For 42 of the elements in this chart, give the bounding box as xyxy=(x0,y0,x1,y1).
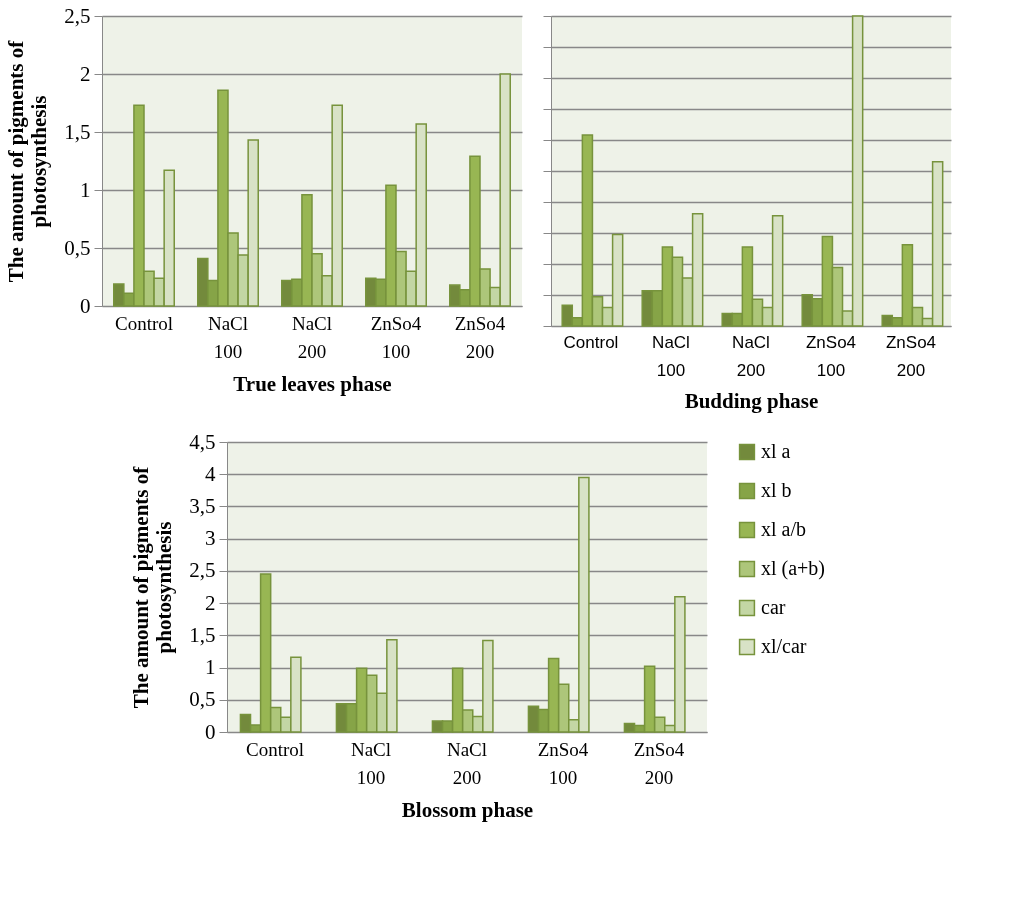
x-tick-label: NaCl 200 xyxy=(291,312,333,362)
x-tick-label: NaCl 200 xyxy=(446,738,488,788)
y-tick-label: 0,5 xyxy=(189,687,216,712)
x-tick-label: ZnSo4 100 xyxy=(805,332,857,380)
y-tick-label: 2,5 xyxy=(64,3,91,28)
legend-label: xl/car xyxy=(761,635,807,657)
y-tick-label: 1 xyxy=(205,655,216,680)
y-tick-label: 0,5 xyxy=(64,235,91,260)
x-tick-label: Control xyxy=(114,312,174,334)
legend-label: xl a xyxy=(761,440,791,462)
y-tick-label: 0 xyxy=(80,293,91,318)
y-tick-label: 1 xyxy=(80,177,91,202)
legend-label: car xyxy=(761,596,786,618)
x-tick-label: Control xyxy=(245,738,305,760)
x-tick-label: Control xyxy=(563,332,619,352)
y-tick-label: 2 xyxy=(205,590,216,615)
x-tick-label: NaCl 100 xyxy=(350,738,392,788)
y-axis-title: The amount of pigments of photosynthesis xyxy=(4,39,52,283)
x-axis-title: True leaves phase xyxy=(233,371,392,396)
legend-label: xl a/b xyxy=(761,518,806,540)
x-tick-label: ZnSo4 200 xyxy=(454,312,506,362)
x-tick-label: NaCl 100 xyxy=(207,312,249,362)
x-axis-title: Budding phase xyxy=(684,388,819,413)
x-tick-label: NaCl 200 xyxy=(732,332,770,380)
y-tick-label: 3 xyxy=(205,526,216,551)
x-tick-label: ZnSo4 200 xyxy=(633,738,685,788)
x-tick-label: ZnSo4 100 xyxy=(537,738,589,788)
y-tick-label: 4 xyxy=(205,461,216,486)
y-axis-title: The amount of pigments of photosynthesis xyxy=(129,465,177,709)
y-tick-label: 1,5 xyxy=(64,119,91,144)
y-tick-label: 4,5 xyxy=(189,429,216,454)
y-tick-label: 2,5 xyxy=(189,558,216,583)
legend-label: xl (a+b) xyxy=(761,557,826,580)
x-tick-label: ZnSo4 200 xyxy=(885,332,937,380)
y-tick-label: 1,5 xyxy=(189,622,216,647)
x-tick-label: NaCl 100 xyxy=(652,332,690,380)
y-tick-label: 2 xyxy=(80,61,91,86)
x-tick-label: ZnSo4 100 xyxy=(370,312,422,362)
legend-label: xl b xyxy=(761,479,792,501)
x-axis-title: Blossom phase xyxy=(401,797,534,822)
y-tick-label: 0 xyxy=(205,719,216,744)
y-tick-label: 3,5 xyxy=(189,493,216,518)
